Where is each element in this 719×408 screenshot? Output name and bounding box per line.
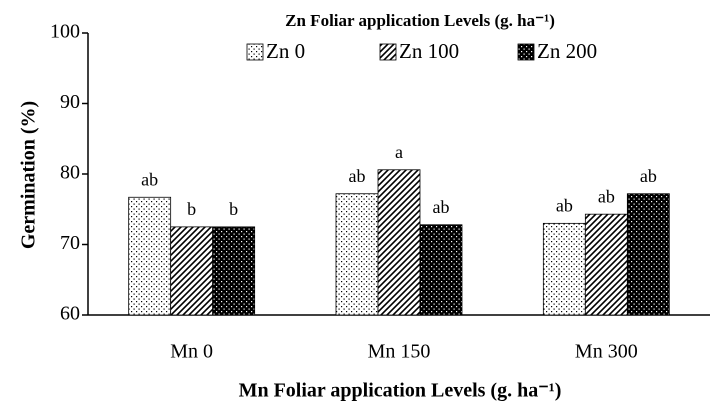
bar bbox=[584, 213, 628, 316]
legend-title: Zn Foliar application Levels (g. ha⁻¹) bbox=[285, 11, 555, 30]
bar bbox=[626, 193, 670, 316]
bar-letter: b bbox=[187, 199, 196, 219]
legend-swatch bbox=[246, 43, 264, 61]
bar-letter: ab bbox=[598, 186, 615, 206]
bar bbox=[542, 222, 586, 316]
x-tick-label: Mn 0 bbox=[170, 341, 213, 363]
bar bbox=[170, 226, 214, 316]
bar-letter: ab bbox=[640, 166, 657, 186]
x-axis-title: Mn Foliar application Levels (g. ha⁻¹) bbox=[239, 380, 562, 402]
bar-letter: ab bbox=[556, 195, 573, 215]
y-axis-title: Germination (%) bbox=[18, 101, 40, 249]
bar-letter: ab bbox=[433, 197, 450, 217]
bar bbox=[212, 226, 256, 316]
x-tick-label: Mn 300 bbox=[575, 341, 638, 363]
bar bbox=[335, 193, 379, 316]
bar bbox=[377, 169, 421, 316]
bar-letter: b bbox=[229, 199, 238, 219]
y-tick-label: 100 bbox=[50, 21, 80, 43]
legend-label: Zn 0 bbox=[266, 39, 305, 63]
bar-letter: ab bbox=[141, 169, 158, 189]
bar bbox=[419, 224, 463, 316]
y-tick-label: 60 bbox=[60, 303, 80, 325]
legend-label: Zn 100 bbox=[399, 39, 459, 63]
bar-letter: a bbox=[395, 142, 403, 162]
y-tick-label: 90 bbox=[60, 91, 80, 113]
bar-letter: ab bbox=[349, 166, 366, 186]
y-tick-label: 70 bbox=[60, 232, 80, 254]
x-tick-label: Mn 150 bbox=[368, 341, 431, 363]
legend-swatch bbox=[379, 43, 397, 61]
bar bbox=[128, 196, 172, 316]
legend-swatch bbox=[517, 43, 535, 61]
legend-label: Zn 200 bbox=[537, 39, 597, 63]
y-tick-label: 80 bbox=[60, 162, 80, 184]
